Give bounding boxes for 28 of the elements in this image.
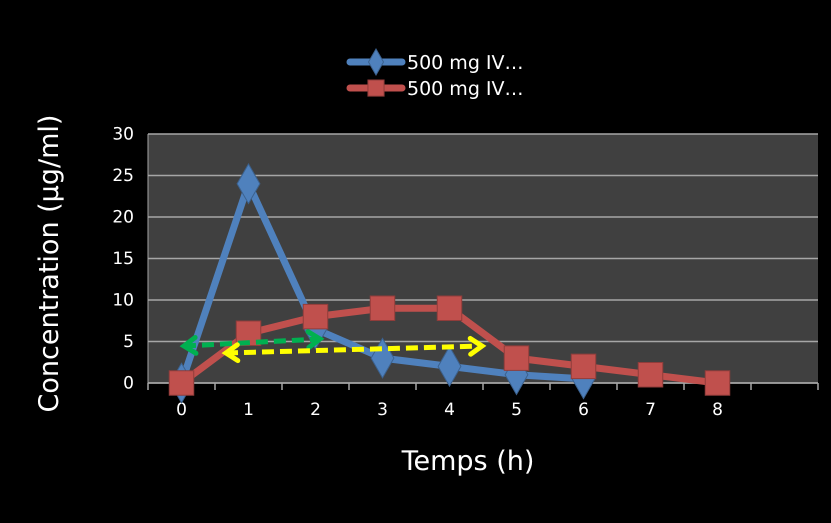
x-tick-label: 7 — [645, 400, 656, 420]
x-tick-label: 5 — [511, 400, 522, 420]
legend-label: 500 mg IV… — [407, 52, 524, 74]
x-tick-label: 2 — [310, 400, 321, 420]
y-tick-label: 30 — [112, 124, 134, 144]
x-tick-label: 0 — [176, 400, 187, 420]
y-tick-label: 20 — [112, 207, 134, 228]
point — [504, 345, 530, 371]
x-tick-label: 3 — [377, 400, 388, 420]
y-tick-label: 10 — [112, 290, 134, 310]
y-tick-label: 25 — [112, 166, 134, 186]
x-tick-label: 6 — [578, 400, 589, 420]
y-tick-label: 5 — [123, 332, 134, 352]
point — [570, 354, 596, 380]
x-axis-title: Temps (h) — [400, 446, 534, 477]
point — [168, 370, 194, 396]
point — [370, 296, 396, 322]
y-tick-label: 15 — [112, 248, 134, 269]
legend-label: 500 mg IV… — [407, 78, 524, 100]
y-tick-label: 0 — [123, 373, 134, 394]
y-axis-title: Concentration (µg/ml) — [34, 114, 65, 412]
point — [638, 362, 664, 388]
point — [436, 296, 462, 322]
point — [302, 304, 328, 330]
x-tick-label: 4 — [444, 400, 455, 420]
x-tick-label: 1 — [243, 400, 254, 420]
x-tick-label: 8 — [712, 400, 723, 420]
point — [704, 370, 730, 396]
